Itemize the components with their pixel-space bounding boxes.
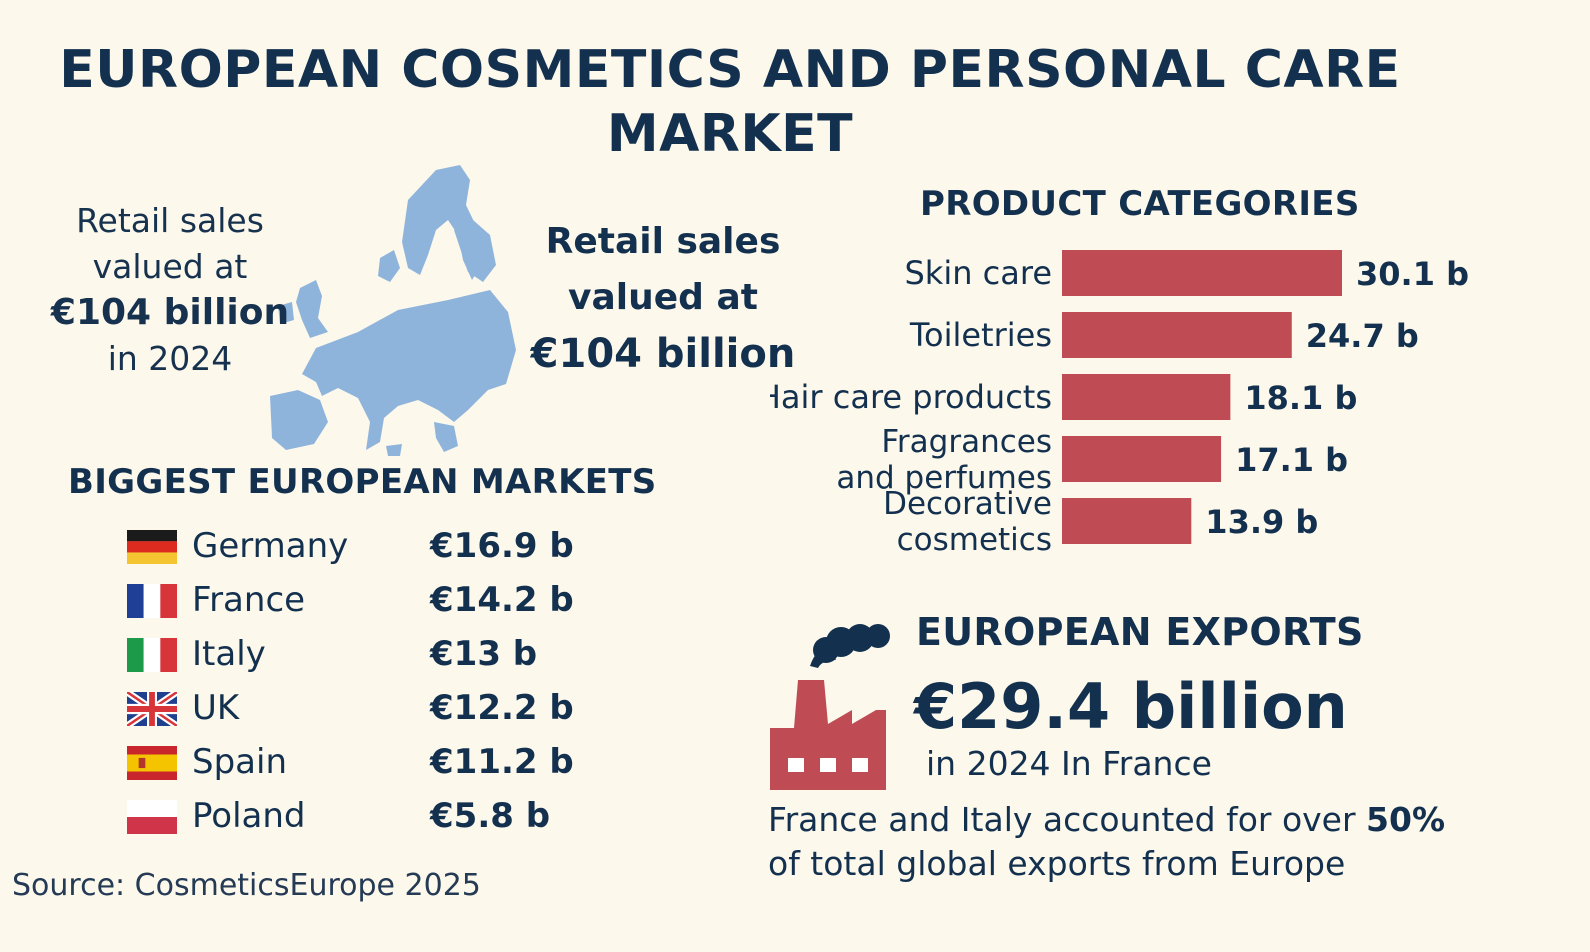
bar-4: [1062, 498, 1192, 544]
bar-3: [1062, 436, 1222, 482]
market-country: Germany: [192, 526, 349, 566]
europe-map-icon: [270, 165, 516, 456]
germany-flag-icon: [127, 530, 177, 564]
market-country: France: [192, 580, 306, 620]
market-country: Spain: [192, 742, 287, 782]
category-label-0: Skin care: [904, 254, 1052, 292]
exports-note: France and Italy accounted for over 50% …: [768, 798, 1488, 886]
market-country: UK: [192, 688, 240, 728]
retail-mid-line2: valued at: [568, 277, 758, 318]
exports-value: €29.4 billion: [914, 670, 1348, 743]
market-value: €5.8 b: [430, 796, 551, 836]
retail-sales-summary-right: Retail sales valued at €104 billion: [528, 214, 798, 382]
france-flag-icon: [127, 584, 177, 618]
category-label-3: Fragrances and perfumes: [836, 424, 1052, 496]
spain-flag-icon: [127, 746, 177, 780]
page-title: EUROPEAN COSMETICS AND PERSONAL CARE MAR…: [59, 40, 1401, 164]
source-note: Source: CosmeticsEurope 2025: [12, 868, 481, 903]
bar-value-label-2: 18.1 b: [1244, 379, 1357, 417]
market-value: €16.9 b: [430, 526, 574, 566]
retail-mid-line1: Retail sales: [545, 221, 781, 262]
exports-heading: EUROPEAN EXPORTS: [916, 610, 1364, 654]
market-row-spain: Spain €11.2 b: [124, 736, 584, 790]
market-value: €11.2 b: [430, 742, 574, 782]
exports-note-text-2: of total global exports from Europe: [768, 844, 1346, 883]
italy-flag-icon: [127, 638, 177, 672]
bar-value-label-4: 13.9 b: [1205, 503, 1318, 541]
market-row-france: France €14.2 b: [124, 574, 584, 628]
bar-1: [1062, 312, 1292, 358]
market-row-italy: Italy €13 b: [124, 628, 584, 682]
market-country: Italy: [192, 634, 266, 674]
market-row-uk: UK €12.2 b: [124, 682, 584, 736]
bar-value-label-3: 17.1 b: [1235, 441, 1348, 479]
chart-title: PRODUCT CATEGORIES: [920, 184, 1360, 224]
category-label-1: Toiletries: [909, 316, 1052, 354]
poland-flag-icon: [127, 800, 177, 834]
markets-heading: BIGGEST EUROPEAN MARKETS: [68, 462, 657, 502]
bar-0: [1062, 250, 1342, 296]
category-label-4: Decorative cosmetics: [883, 486, 1052, 558]
market-row-poland: Poland €5.8 b: [124, 790, 584, 844]
market-row-germany: Germany €16.9 b: [124, 520, 584, 574]
exports-note-percent: 50%: [1366, 800, 1446, 839]
bar-2: [1062, 374, 1231, 420]
market-country: Poland: [192, 796, 306, 836]
factory-icon: [770, 624, 890, 790]
exports-subtitle: in 2024 In France: [926, 744, 1212, 783]
exports-note-text: France and Italy accounted for over: [768, 800, 1367, 839]
bar-value-label-1: 24.7 b: [1306, 317, 1419, 355]
retail-left-line2: valued at: [92, 247, 248, 286]
market-value: €13 b: [430, 634, 538, 674]
bar-value-label-0: 30.1 b: [1356, 255, 1469, 293]
product-categories-chart: 30.1 b Skin care 24.7 b Toiletries 18.1 b Hai…: [770, 250, 1469, 558]
retail-sales-summary-left: Retail sales valued at €104 billion in 2…: [20, 198, 320, 382]
market-value: €14.2 b: [430, 580, 574, 620]
retail-mid-amount: €104 billion: [530, 331, 796, 377]
uk-flag-icon: [127, 692, 177, 726]
retail-left-amount: €104 billion: [50, 292, 290, 333]
market-value: €12.2 b: [430, 688, 574, 728]
retail-left-year: in 2024: [107, 339, 233, 378]
category-label-2: Hair care products: [770, 378, 1052, 416]
retail-left-line1: Retail sales: [76, 201, 264, 240]
